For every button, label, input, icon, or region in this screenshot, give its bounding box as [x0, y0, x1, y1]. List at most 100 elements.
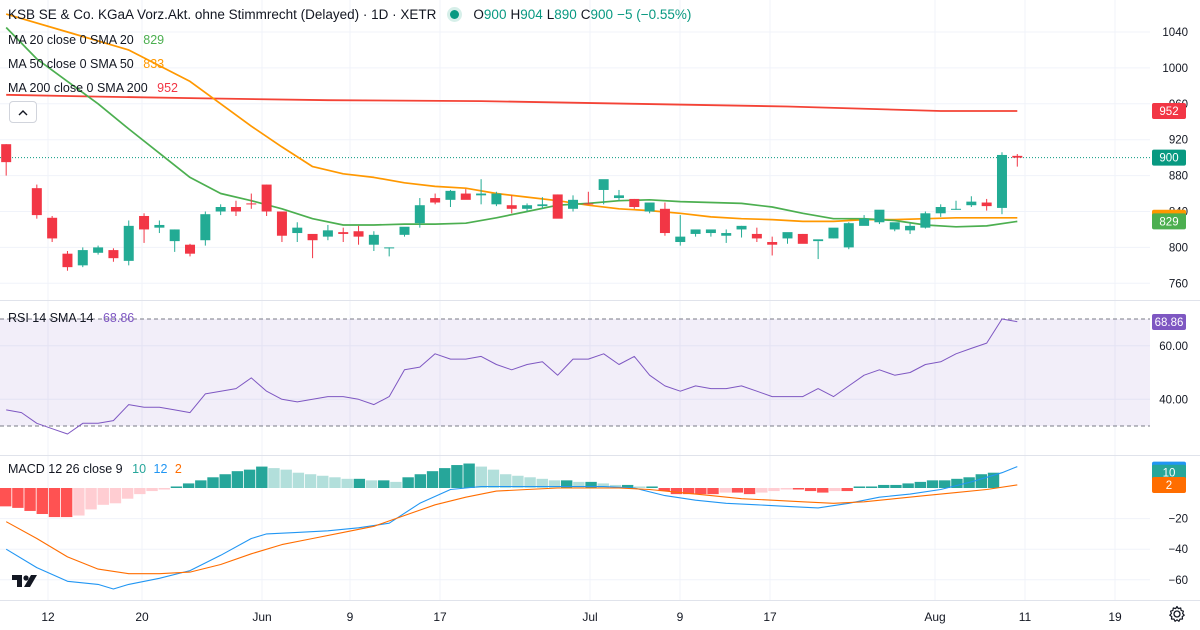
- candle-body: [31, 188, 42, 216]
- macd-histogram-bar: [451, 465, 463, 488]
- candle-body: [767, 242, 778, 245]
- price-badge: 952: [1159, 106, 1178, 118]
- macd-histogram-bar: [60, 488, 73, 518]
- candle-body: [430, 198, 441, 203]
- macd-histogram-bar: [902, 483, 914, 488]
- candle-body: [859, 218, 870, 226]
- macd-histogram-bar: [646, 486, 658, 488]
- candle-body: [966, 201, 977, 206]
- macd-histogram-bar: [780, 488, 792, 490]
- macd-histogram-bar: [426, 471, 439, 488]
- candle-body: [200, 214, 211, 241]
- candle-body: [568, 199, 579, 209]
- macd-histogram-bar: [414, 474, 427, 488]
- legend-macd-signal-value: 2: [174, 462, 182, 476]
- macd-histogram-bar: [463, 463, 475, 488]
- x-axis-tick-label: 17: [433, 610, 447, 624]
- macd-axis-tick-label: −20: [1168, 514, 1188, 526]
- macd-histogram-bar: [841, 488, 853, 492]
- macd-histogram-bar: [134, 488, 146, 495]
- macd-histogram-bar: [829, 488, 841, 492]
- macd-histogram-bar: [353, 478, 366, 488]
- symbol-title[interactable]: KSB SE & Co. KGaA Vorz.Akt. ohne Stimmre…: [8, 7, 437, 22]
- price-axis-tick-label: 880: [1169, 171, 1188, 183]
- collapse-legend-button[interactable]: [9, 101, 37, 123]
- macd-histogram-bar: [243, 469, 256, 488]
- legend-ma50[interactable]: MA 50 close 0 SMA 50 833: [8, 57, 164, 71]
- candle-body: [981, 202, 992, 207]
- macd-histogram-bar: [609, 484, 622, 488]
- x-axis-tick-label: 9: [677, 610, 684, 624]
- macd-signal-badge: 2: [1166, 480, 1172, 492]
- candle-body: [139, 215, 150, 230]
- signal-line: [5, 484, 1018, 575]
- candle-body: [261, 184, 272, 212]
- macd-histogram-bar: [219, 474, 231, 488]
- macd-histogram-bar: [73, 488, 85, 516]
- macd-histogram-bar: [85, 488, 97, 510]
- candle-body: [613, 195, 624, 199]
- macd-histogram-bar: [817, 488, 829, 493]
- macd-histogram-bar: [512, 475, 524, 488]
- macd-histogram-bar: [573, 481, 585, 488]
- legend-macd-line-value: 12: [153, 462, 168, 476]
- legend-rsi-label: RSI 14 SMA 14: [8, 311, 94, 325]
- macd-histogram-bar: [926, 480, 939, 488]
- candle-body: [47, 217, 58, 239]
- x-axis-tick-label: Jun: [252, 610, 271, 624]
- candle-body: [920, 213, 931, 228]
- macd-histogram-bar: [24, 488, 36, 511]
- high-value: 904: [520, 7, 543, 22]
- close-label: C: [580, 7, 591, 22]
- candle-body: [353, 231, 364, 237]
- macd-histogram-bar: [207, 477, 219, 488]
- rsi-value-badge-bg: [1152, 314, 1186, 331]
- macd-histogram-bar: [560, 480, 573, 488]
- candle-body: [996, 154, 1007, 208]
- macd-histogram-bar: [0, 488, 12, 507]
- symbol-header: KSB SE & Co. KGaA Vorz.Akt. ohne Stimmre…: [8, 7, 695, 22]
- legend-ma200-label: MA 200 close 0 SMA 200: [8, 81, 148, 95]
- legend-ma200[interactable]: MA 200 close 0 SMA 200 952: [8, 81, 178, 95]
- x-axis-tick-label: 17: [763, 610, 777, 624]
- macd-histogram-bar: [36, 488, 48, 515]
- candle-body: [813, 239, 824, 242]
- price-axis-tick-label: 1040: [1162, 27, 1188, 39]
- candle-body: [583, 203, 594, 205]
- candle-body: [123, 225, 134, 261]
- macd-histogram-bar: [853, 486, 866, 488]
- macd-histogram-bar: [256, 466, 268, 488]
- macd-histogram-bar: [524, 477, 536, 488]
- ma200-line: [6, 93, 1018, 112]
- legend-macd[interactable]: MACD 12 26 close 9 10 12 2: [8, 462, 182, 476]
- settings-gear-icon[interactable]: [1168, 605, 1186, 623]
- candle-body: [460, 193, 471, 200]
- price-badge-bg: [1152, 149, 1186, 166]
- candle-body: [690, 229, 701, 234]
- candle-body: [629, 198, 640, 208]
- legend-macd-label: MACD 12 26 close 9: [8, 462, 123, 476]
- tradingview-logo-icon[interactable]: [10, 571, 38, 591]
- chevron-up-icon: [18, 109, 28, 115]
- legend-ma20[interactable]: MA 20 close 0 SMA 20 829: [8, 33, 164, 47]
- price-axis-tick-label: 760: [1169, 278, 1188, 290]
- macd-histogram-bar: [634, 486, 646, 488]
- candle-body: [874, 209, 885, 223]
- macd-histogram-bar: [146, 488, 158, 492]
- close-value: 900: [590, 7, 614, 22]
- price-axis-tick-label: 1000: [1162, 63, 1188, 75]
- candle-body: [1012, 155, 1023, 158]
- macd-histogram-bar: [97, 488, 109, 505]
- macd-histogram-bar: [487, 469, 500, 488]
- candle-body: [292, 227, 303, 234]
- macd-histogram-bar: [695, 488, 707, 495]
- price-axis-tick-label: 920: [1169, 135, 1188, 147]
- x-axis-tick-label: 12: [41, 610, 55, 624]
- macd-histogram-bar: [292, 472, 305, 488]
- legend-rsi[interactable]: RSI 14 SMA 14 68.86: [8, 311, 134, 325]
- macd-histogram-bar: [182, 483, 195, 488]
- candle-body: [368, 234, 379, 245]
- x-axis-tick-label: 11: [1019, 610, 1032, 624]
